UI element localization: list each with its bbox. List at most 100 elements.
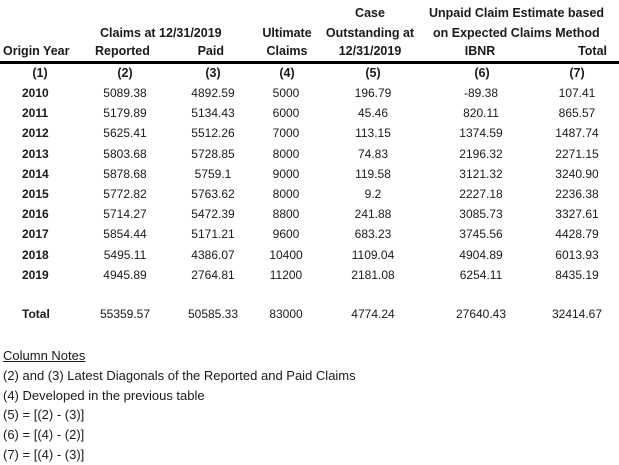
cell-reported: 5714.27 bbox=[103, 207, 147, 222]
cell-reported: 5089.38 bbox=[103, 86, 147, 100]
cell-total: 6013.93 bbox=[555, 247, 599, 262]
cell-paid: 5759.1 bbox=[194, 166, 232, 181]
column-note-line: (4) Developed in the previous table bbox=[3, 387, 205, 403]
cell-case: 45.46 bbox=[357, 106, 389, 121]
header-ibnr: IBNR bbox=[464, 44, 496, 58]
cell-total: 8435.19 bbox=[555, 267, 599, 282]
column-number-1: (1) bbox=[32, 66, 48, 80]
cell-year: 2013 bbox=[22, 146, 49, 161]
cell-paid: 2764.81 bbox=[191, 267, 235, 282]
column-number-3: (3) bbox=[205, 66, 221, 80]
header-claims-group: Claims at 12/31/2019 bbox=[100, 26, 222, 40]
cell-reported: 5803.68 bbox=[103, 146, 147, 161]
column-notes: Column Notes (2) and (3) Latest Diagonal… bbox=[3, 346, 356, 465]
cell-total: 2271.15 bbox=[555, 146, 599, 161]
cell-total: 865.57 bbox=[558, 106, 596, 121]
column-note-line: (2) and (3) Latest Diagonals of the Repo… bbox=[3, 367, 356, 383]
column-number-5: (5) bbox=[365, 66, 381, 80]
header-case-line3: 12/31/2019 bbox=[338, 44, 402, 58]
cell-paid: 5763.62 bbox=[191, 187, 235, 201]
cell-total: 2236.38 bbox=[555, 187, 599, 201]
header-case-line1: Case bbox=[355, 6, 385, 20]
cell-ultimate: 10400 bbox=[269, 247, 303, 262]
cell-paid: 5134.43 bbox=[191, 106, 235, 121]
cell-ultimate: 9600 bbox=[272, 227, 300, 242]
cell-ibnr: 2196.32 bbox=[459, 146, 503, 161]
cell-ibnr: 3121.32 bbox=[459, 166, 503, 181]
cell-reported: 4945.89 bbox=[103, 267, 147, 282]
column-number-4: (4) bbox=[279, 66, 295, 80]
cell-case: 113.15 bbox=[355, 126, 391, 141]
cell-case: 241.88 bbox=[354, 207, 392, 222]
header-ultimate-line1: Ultimate bbox=[262, 26, 312, 40]
header-unpaid-line1: Unpaid Claim Estimate based bbox=[429, 6, 605, 20]
totals-paid: 50585.33 bbox=[187, 307, 239, 321]
cell-case: 1109.04 bbox=[351, 247, 395, 262]
cell-total: 107.41 bbox=[558, 86, 596, 100]
column-note-line: (5) = [(2) - (3)] bbox=[3, 407, 85, 423]
cell-reported: 5878.68 bbox=[103, 166, 147, 181]
cell-year: 2019 bbox=[22, 267, 49, 282]
cell-case: 2181.08 bbox=[351, 267, 395, 282]
cell-ibnr: 3085.73 bbox=[459, 207, 503, 222]
cell-paid: 4386.07 bbox=[191, 247, 235, 262]
cell-paid: 4892.59 bbox=[191, 86, 235, 100]
cell-ultimate: 9000 bbox=[272, 166, 300, 181]
cell-paid: 5728.85 bbox=[191, 146, 235, 161]
cell-ibnr: -89.38 bbox=[463, 86, 499, 100]
cell-paid: 5512.26 bbox=[191, 126, 235, 141]
totals-ibnr: 27640.43 bbox=[455, 307, 507, 321]
cell-reported: 5495.11 bbox=[103, 247, 147, 262]
header-case-line2: Outstanding at bbox=[325, 26, 415, 40]
header-origin-year: Origin Year bbox=[3, 44, 70, 58]
cell-ultimate: 6000 bbox=[272, 106, 300, 121]
cell-case: 119.58 bbox=[355, 166, 391, 181]
column-number-2: (2) bbox=[117, 66, 133, 80]
cell-reported: 5625.41 bbox=[103, 126, 147, 141]
cell-year: 2015 bbox=[22, 187, 49, 201]
column-number-6: (6) bbox=[474, 66, 490, 80]
cell-ibnr: 2227.18 bbox=[459, 187, 503, 201]
cell-reported: 5772.82 bbox=[103, 187, 147, 201]
cell-paid: 5472.39 bbox=[191, 207, 235, 222]
totals-reported: 55359.57 bbox=[99, 307, 151, 321]
cell-ultimate: 8000 bbox=[272, 187, 300, 201]
column-note-line: (7) = [(4) - (3)] bbox=[3, 446, 85, 462]
totals-ultimate: 83000 bbox=[269, 307, 303, 321]
cell-ibnr: 820.11 bbox=[463, 106, 499, 121]
cell-case: 683.23 bbox=[354, 227, 392, 242]
cell-year: 2010 bbox=[22, 86, 49, 100]
cell-case: 74.83 bbox=[357, 146, 389, 161]
cell-paid: 5171.21 bbox=[191, 227, 235, 242]
cell-ultimate: 7000 bbox=[272, 126, 300, 141]
totals-total: 32414.67 bbox=[551, 307, 603, 321]
cell-ultimate: 11200 bbox=[269, 267, 303, 282]
cell-year: 2011 bbox=[22, 106, 49, 121]
cell-year: 2012 bbox=[22, 126, 49, 141]
header-reported: Reported bbox=[95, 44, 150, 58]
header-divider bbox=[0, 61, 619, 64]
totals-label: Total bbox=[22, 307, 50, 321]
cell-ultimate: 5000 bbox=[272, 86, 300, 100]
cell-case: 196.79 bbox=[354, 86, 392, 100]
cell-reported: 5179.89 bbox=[103, 106, 147, 121]
cell-total: 4428.79 bbox=[555, 227, 599, 242]
header-paid: Paid bbox=[197, 44, 224, 58]
cell-ultimate: 8800 bbox=[272, 207, 300, 222]
header-total: Total bbox=[578, 44, 607, 58]
cell-ultimate: 8000 bbox=[272, 146, 300, 161]
cell-year: 2017 bbox=[22, 227, 49, 242]
cell-ibnr: 3745.56 bbox=[459, 227, 503, 242]
header-unpaid-line2: on Expected Claims Method bbox=[433, 26, 600, 40]
cell-year: 2014 bbox=[22, 166, 49, 181]
cell-total: 3240.90 bbox=[555, 166, 599, 181]
cell-total: 3327.61 bbox=[555, 207, 599, 222]
cell-year: 2016 bbox=[22, 207, 49, 222]
cell-year: 2018 bbox=[22, 247, 49, 262]
cell-ibnr: 6254.11 bbox=[459, 267, 503, 282]
cell-ibnr: 1374.59 bbox=[459, 126, 503, 141]
column-notes-title: Column Notes bbox=[3, 348, 86, 363]
header-ultimate-line2: Claims bbox=[266, 44, 308, 58]
cell-reported: 5854.44 bbox=[103, 227, 147, 242]
cell-total: 1487.74 bbox=[555, 126, 599, 141]
